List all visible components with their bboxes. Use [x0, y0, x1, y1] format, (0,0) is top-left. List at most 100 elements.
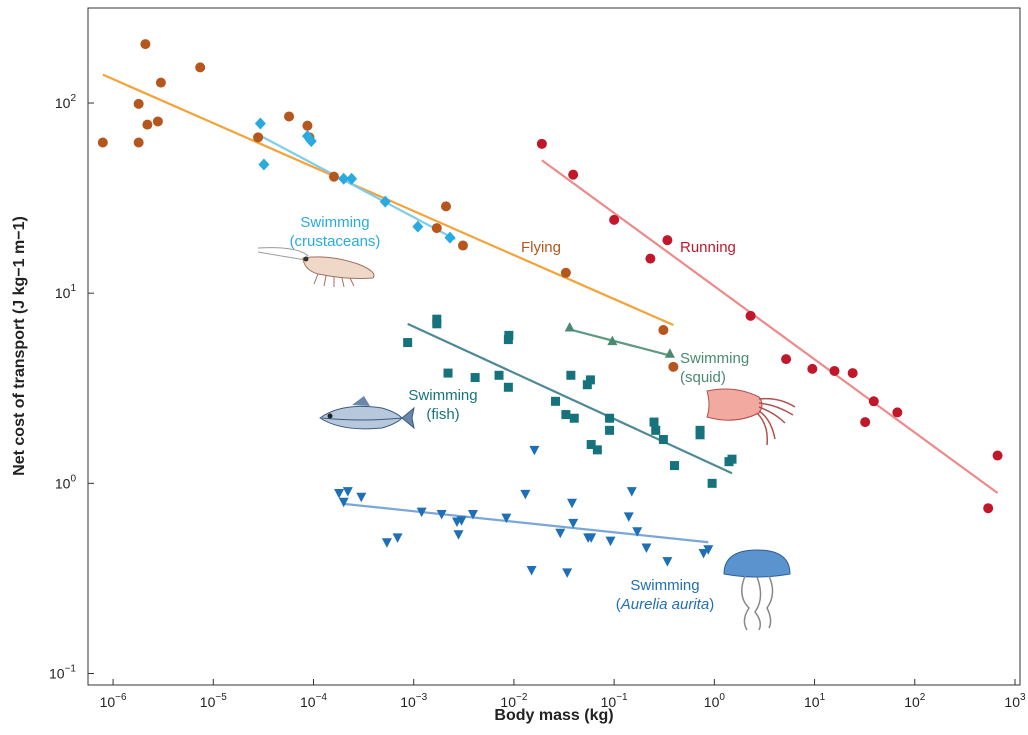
data-point — [432, 314, 442, 324]
jellyfish-icon — [723, 549, 791, 631]
data-point — [501, 513, 512, 524]
data-point — [868, 396, 879, 407]
data-point — [560, 267, 571, 278]
data-point — [503, 382, 513, 392]
data-point — [566, 370, 576, 380]
data-point — [641, 543, 652, 553]
y-tick-label: 100 — [55, 473, 77, 491]
data-point — [494, 370, 504, 380]
fit-line — [569, 328, 674, 358]
data-point — [536, 138, 547, 149]
y-tick-label: 102 — [55, 93, 77, 111]
data-point — [658, 435, 668, 445]
data-point — [403, 338, 413, 348]
fit-line — [541, 159, 999, 494]
data-point — [334, 488, 345, 499]
data-point — [658, 325, 669, 336]
data-point — [342, 487, 353, 497]
data-point — [892, 407, 903, 418]
data-point — [356, 492, 367, 503]
data-point — [338, 172, 350, 185]
data-point — [695, 430, 705, 440]
data-point — [847, 368, 858, 379]
x-tick-label: 102 — [904, 692, 926, 710]
data-point — [664, 348, 675, 358]
x-tick-label: 10−1 — [601, 692, 628, 710]
data-point — [444, 231, 456, 244]
data-point — [745, 310, 756, 321]
data-point — [860, 417, 871, 428]
data-point — [662, 557, 673, 567]
y-tick-label: 101 — [55, 283, 77, 301]
data-point — [669, 461, 679, 471]
series-label: Flying — [521, 239, 561, 256]
x-tick-label: 10−4 — [300, 692, 327, 710]
data-point — [432, 319, 442, 329]
data-point — [703, 545, 714, 555]
data-point — [592, 445, 602, 455]
data-point — [727, 454, 737, 464]
data-point — [829, 365, 840, 376]
data-point — [586, 533, 597, 543]
data-point — [567, 498, 578, 509]
data-point — [133, 137, 144, 148]
data-point — [605, 425, 615, 435]
data-point — [569, 413, 579, 423]
data-point — [983, 503, 994, 514]
data-point — [302, 120, 313, 131]
data-point — [807, 363, 818, 374]
fish-icon — [319, 396, 415, 430]
data-point — [456, 516, 467, 526]
data-point — [258, 158, 270, 171]
data-point — [561, 410, 571, 420]
data-point — [305, 135, 317, 148]
data-point — [253, 132, 264, 143]
y-tick-label: 10−1 — [49, 663, 76, 681]
data-point — [651, 425, 661, 435]
data-point — [97, 137, 108, 148]
data-point — [526, 566, 537, 576]
fit-line — [407, 322, 733, 475]
data-point — [562, 568, 573, 578]
x-tick-label: 103 — [1004, 692, 1026, 710]
data-point — [195, 62, 206, 73]
data-point — [436, 509, 447, 520]
data-point — [412, 220, 424, 233]
fit-line — [259, 134, 456, 241]
data-point — [416, 507, 427, 518]
data-point — [707, 478, 717, 488]
series-label: (crustaceans) — [290, 233, 381, 250]
data-point — [586, 440, 596, 450]
fit-line — [343, 502, 709, 544]
data-point — [623, 512, 634, 522]
data-point — [284, 111, 295, 122]
data-point — [582, 380, 592, 390]
data-point — [381, 538, 392, 548]
series-label: Swimming — [300, 214, 369, 231]
data-point — [551, 396, 561, 406]
data-point — [555, 528, 566, 539]
series-label: (Aurelia aurita) — [616, 596, 714, 613]
data-point — [607, 335, 618, 346]
data-point — [140, 39, 151, 50]
data-point — [605, 413, 615, 423]
x-tick-label: 100 — [704, 692, 726, 710]
x-tick-label: 10−3 — [400, 692, 427, 710]
plot-frame — [87, 7, 1021, 686]
data-point — [668, 361, 679, 372]
data-point — [520, 489, 531, 500]
series-label: Swimming — [408, 387, 477, 404]
series-label: Swimming — [680, 350, 749, 367]
x-tick-label: 101 — [804, 692, 826, 710]
data-point — [155, 77, 166, 88]
data-point — [133, 98, 144, 109]
data-point — [441, 201, 452, 212]
x-tick-label: 10−6 — [100, 692, 127, 710]
data-point — [346, 172, 358, 185]
data-point — [457, 240, 468, 251]
data-point — [467, 509, 478, 520]
data-point — [605, 536, 616, 547]
data-point — [392, 533, 403, 543]
x-axis-label: Body mass (kg) — [494, 707, 613, 724]
